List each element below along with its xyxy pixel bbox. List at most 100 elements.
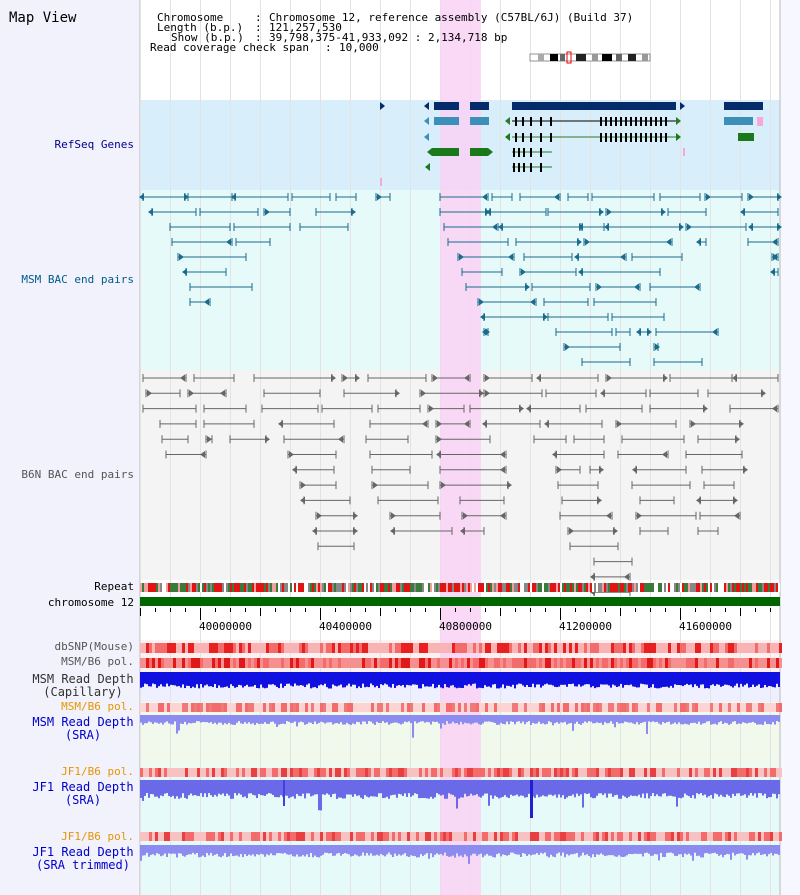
track-label-msm-read-depth-sra[interactable]: MSM Read Depth (SRA) [32, 715, 134, 742]
jf1-sra-depth-bar [380, 780, 382, 794]
ideogram-band [642, 54, 648, 61]
jf1-sra-depth-bar [482, 780, 484, 796]
repeat-segment [682, 583, 684, 592]
track-label-msm-b6-pol-1[interactable]: MSM/B6 pol. [61, 655, 134, 668]
msm-pol-cell [326, 658, 329, 668]
msm-pol-cell [665, 658, 668, 668]
track-label-dbsnp[interactable]: dbSNP(Mouse) [54, 640, 134, 653]
jf1-pol-cell [545, 768, 548, 777]
track-label-msm-read-depth-capillary[interactable]: MSM Read Depth (Capillary) [32, 672, 134, 699]
msm-cap-depth-bar [272, 672, 274, 685]
jf1-pol2-cell [746, 832, 749, 841]
jf1-trim-depth-bar [200, 845, 202, 857]
jf1-sra-depth-bar [534, 780, 536, 798]
jf1-trim-depth-bar [160, 845, 162, 857]
dbsnp-cell [545, 643, 548, 653]
jf1-sra-depth-bar [698, 780, 700, 795]
msm-pol-cell [485, 658, 488, 668]
msm-sra-depth-bar [538, 715, 540, 722]
track-label-chromosome[interactable]: chromosome 12 [47, 596, 134, 609]
repeat-segment [656, 583, 658, 592]
end-arrow [526, 405, 531, 413]
jf1-pol-cell [371, 768, 374, 777]
jf1-pol2-cell [188, 832, 191, 841]
track-label-msm-bac[interactable]: MSM BAC end pairs [21, 273, 134, 286]
msm-cap-depth-bar [732, 672, 734, 688]
jf1-sra-depth-bar [576, 780, 578, 794]
msm-pol-cell [353, 658, 356, 668]
msm-pol2-cell [215, 703, 218, 712]
msm-sra-depth-bar [628, 715, 630, 723]
dbsnp-cell [434, 643, 437, 653]
jf1-pol-cell [173, 768, 176, 777]
jf1-trim-depth-bar [628, 845, 630, 854]
jf1-trim-depth-bar [716, 845, 718, 854]
msm-pol-cell [731, 658, 734, 668]
dbsnp-cell [158, 643, 161, 653]
jf1-trim-depth-bar [418, 845, 420, 858]
jf1-pol-cell [470, 768, 473, 777]
msm-pol-cell [149, 658, 152, 668]
msm-pol2-cell [713, 703, 716, 712]
repeat-segment [270, 583, 272, 592]
gene-exon [620, 133, 622, 142]
jf1-pol-cell [458, 768, 461, 777]
msm-cap-depth-bar [730, 672, 732, 687]
ideogram-band [628, 54, 636, 61]
msm-cap-depth-bar [698, 672, 700, 688]
msm-sra-depth-bar [530, 715, 532, 725]
msm-pol-cell [596, 658, 599, 668]
jf1-pol2-cell [326, 832, 329, 841]
jf1-sra-depth-bar [566, 780, 568, 798]
jf1-pol2-cell [392, 832, 395, 841]
track-label-jf1-b6-pol-2[interactable]: JF1/B6 pol. [61, 830, 134, 843]
msm-pol-cell [611, 658, 614, 668]
jf1-sra-depth-bar [600, 780, 602, 794]
dbsnp-cell [596, 643, 599, 653]
jf1-sra-depth-bar [608, 780, 610, 794]
msm-pol2-cell [725, 703, 728, 712]
repeat-segment [260, 583, 262, 592]
jf1-trim-depth-bar [616, 845, 618, 857]
jf1-trim-depth-bar [776, 845, 778, 854]
track-label-jf1-b6-pol-1[interactable]: JF1/B6 pol. [61, 765, 134, 778]
track-label-refseq[interactable]: RefSeq Genes [54, 138, 134, 151]
dbsnp-cell [356, 643, 359, 653]
jf1-sra-depth-bar [610, 780, 612, 794]
msm-sra-depth-bar [194, 715, 196, 723]
msm-pol2-cell [689, 703, 692, 712]
msm-pol-cell [251, 658, 254, 668]
jf1-pol-cell [392, 768, 395, 777]
track-label-repeat[interactable]: Repeat [94, 580, 134, 593]
msm-cap-depth-bar [156, 672, 158, 688]
jf1-trim-depth-bar [436, 845, 438, 854]
repeat-segment [288, 583, 290, 592]
jf1-trim-depth-bar [572, 845, 574, 855]
jf1-pol2-cell [155, 832, 158, 841]
msm-sra-depth-bar [608, 715, 610, 724]
msm-cap-depth-bar [302, 672, 304, 686]
msm-pol2-cell [506, 703, 509, 712]
repeat-segment [494, 583, 496, 592]
jf1-pol2-cell [524, 832, 527, 841]
repeat-segment [676, 583, 678, 592]
track-label-jf1-read-depth-sra[interactable]: JF1 Read Depth (SRA) [32, 780, 134, 807]
jf1-sra-depth-bar [502, 780, 504, 797]
gene-exon [515, 117, 517, 126]
jf1-pol2-cell [365, 832, 368, 841]
jf1-pol-cell [491, 768, 494, 777]
track-label-msm-b6-pol-2[interactable]: MSM/B6 pol. [61, 700, 134, 713]
msm-cap-depth-bar [562, 672, 564, 685]
msm-sra-depth-bar [192, 715, 194, 723]
jf1-trim-depth-bar [742, 845, 744, 854]
jf1-trim-depth-bar [144, 845, 146, 856]
msm-pol2-cell [485, 703, 488, 712]
msm-sra-depth-bar [344, 715, 346, 725]
end-arrow [220, 389, 225, 397]
track-label-jf1-read-depth-trimmed[interactable]: JF1 Read Depth (SRA trimmed) [32, 845, 134, 872]
track-label-b6n-bac[interactable]: B6N BAC end pairs [21, 468, 134, 481]
jf1-pol-cell [578, 768, 581, 777]
repeat-segment [284, 583, 286, 592]
msm-cap-depth-bar [764, 672, 766, 685]
